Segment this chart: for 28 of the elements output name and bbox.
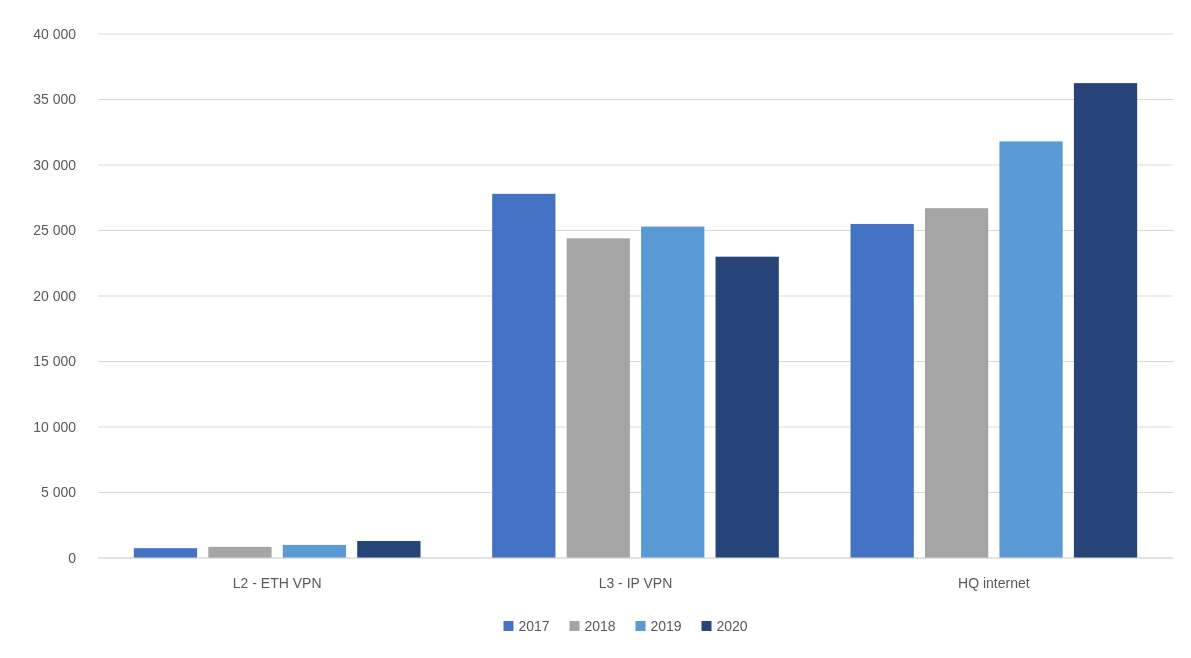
bar: [641, 226, 705, 558]
x-tick-label: L3 - IP VPN: [598, 575, 673, 591]
bar: [924, 208, 989, 558]
y-tick-label: 40 000: [33, 25, 77, 42]
legend-label: 2017: [518, 617, 550, 634]
bar: [999, 141, 1063, 558]
y-tick-label: 20 000: [33, 287, 77, 304]
y-tick-label: 0: [68, 549, 77, 566]
bar: [133, 548, 198, 558]
y-tick-label: 5 000: [40, 484, 77, 501]
y-tick-label: 35 000: [33, 91, 77, 108]
bar: [566, 238, 630, 558]
bar: [282, 544, 347, 558]
y-tick-label: 30 000: [33, 156, 77, 173]
bar: [1073, 83, 1138, 558]
y-tick-label: 25 000: [33, 222, 77, 239]
legend-label: 2018: [584, 617, 616, 634]
bar: [208, 546, 272, 558]
legend-label: 2020: [716, 617, 748, 634]
legend-label: 2019: [650, 617, 682, 634]
y-tick-label: 10 000: [33, 418, 77, 435]
bar: [357, 540, 421, 558]
bar: [850, 223, 914, 558]
x-tick-label: L2 - ETH VPN: [232, 575, 322, 591]
bar: [715, 256, 779, 558]
y-tick-label: 15 000: [33, 353, 77, 370]
bar: [492, 193, 556, 558]
x-tick-label: HQ internet: [958, 575, 1030, 591]
